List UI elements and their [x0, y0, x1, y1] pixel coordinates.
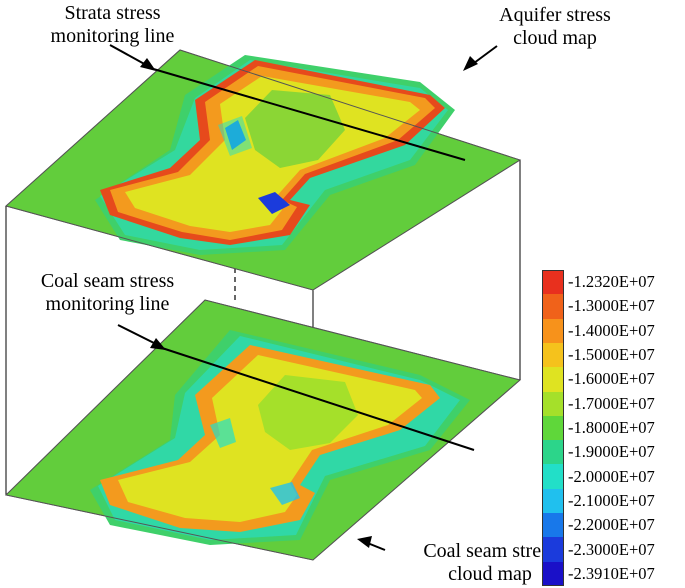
arrow-coal-line	[117, 324, 166, 350]
coal-monitoring-line	[161, 347, 475, 451]
coal-line-label: Coal seam stress monitoring line	[5, 270, 210, 316]
coal-map-label: Coal seam stress cloud map	[390, 540, 590, 586]
coal-core	[258, 375, 358, 450]
legend-label: -2.0000E+07	[568, 466, 655, 486]
legend-swatch	[542, 537, 564, 563]
aquifer-map-label: Aquifer stress cloud map	[460, 4, 650, 50]
coal-cyan-pocket-right	[270, 482, 300, 505]
aquifer-stress-plane	[4, 49, 522, 291]
arrow-aquifer	[463, 45, 498, 71]
legend-label: -2.1000E+07	[568, 490, 655, 510]
stress-legend: -1.2320E+07 -1.3000E+07 -1.4000E+07 -1.5000…	[542, 270, 685, 587]
legend-label: -1.3000E+07	[568, 296, 655, 316]
legend-label: -1.2320E+07	[568, 272, 655, 292]
aquifer-map-label-1: Aquifer stress	[499, 4, 611, 26]
legend-swatch	[542, 440, 564, 465]
aquifer-core	[245, 90, 345, 168]
aquifer-cyan-pocket	[218, 116, 252, 156]
legend-label: -2.3910E+07	[568, 563, 655, 583]
legend-swatch	[542, 367, 564, 393]
strata-line-label-2: monitoring line	[50, 25, 175, 47]
legend-swatch	[542, 294, 564, 320]
coal-line-label-2: monitoring line	[45, 293, 170, 315]
legend-label: -1.4000E+07	[568, 320, 655, 340]
strata-monitoring-line	[149, 67, 466, 161]
legend-label: -2.2000E+07	[568, 515, 655, 535]
coal-cyan-pocket-left	[210, 418, 236, 448]
legend-swatch	[542, 464, 564, 490]
legend-frame	[542, 270, 564, 586]
coal-line-label-1: Coal seam stress	[40, 270, 175, 292]
legend-label: -1.6000E+07	[568, 369, 655, 389]
legend-swatch	[542, 342, 564, 368]
arrow-coal-map	[357, 536, 386, 551]
legend-swatch	[542, 391, 564, 417]
legend-swatch	[542, 488, 564, 514]
legend-swatch	[542, 318, 564, 344]
arrow-strata	[109, 44, 156, 71]
legend-label: -1.8000E+07	[568, 418, 655, 437]
coal-plane-outline	[4, 299, 522, 561]
strata-line-label: Strata stress monitoring line	[20, 2, 205, 48]
legend-label: -2.3000E+07	[568, 539, 655, 559]
legend-swatch	[542, 513, 564, 538]
aquifer-blue-pocket-right	[258, 192, 290, 214]
legend-label: -1.9000E+07	[568, 442, 655, 462]
coal-seam-stress-plane	[4, 299, 522, 561]
aquifer-map-label-2: cloud map	[513, 27, 597, 49]
aquifer-plane-outline	[4, 49, 522, 291]
legend-swatch	[542, 270, 564, 295]
legend-swatch	[542, 561, 564, 587]
legend-label: -1.5000E+07	[568, 345, 655, 365]
legend-label: -1.7000E+07	[568, 393, 655, 413]
legend-swatch	[542, 415, 564, 441]
strata-line-label-1: Strata stress	[64, 2, 161, 24]
coal-map-label-1: Coal seam stress	[423, 540, 557, 562]
coal-map-label-2: cloud map	[448, 563, 532, 585]
